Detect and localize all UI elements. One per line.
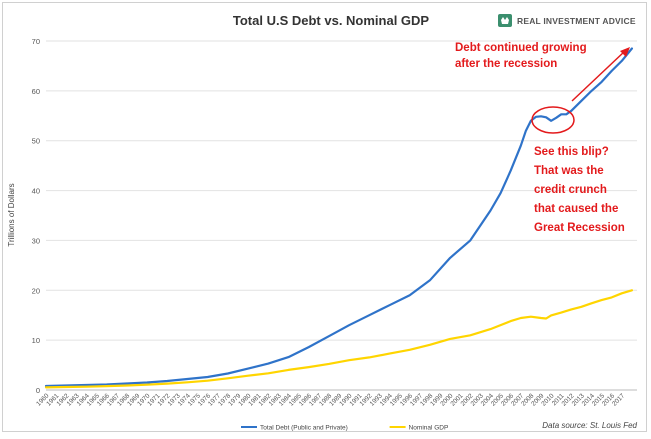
- y-tick-label: 0: [36, 386, 40, 395]
- y-tick-label: 10: [32, 336, 40, 345]
- chart: Total U.S Debt vs. Nominal GDP REAL INVE…: [7, 13, 638, 432]
- series-line-nominal-gdp: [44, 289, 634, 389]
- growth-arrow-head: [620, 47, 630, 57]
- y-axis-label: Trillions of Dollars: [7, 183, 16, 246]
- annotations: Debt continued growing after the recessi…: [455, 42, 630, 234]
- y-tick-label: 70: [32, 37, 40, 46]
- chart-frame: Total U.S Debt vs. Nominal GDP REAL INVE…: [2, 2, 647, 432]
- chart-title: Total U.S Debt vs. Nominal GDP: [233, 13, 430, 28]
- legend: Total Debt (Public and Private) Nominal G…: [241, 425, 448, 432]
- series-lines: [44, 47, 634, 389]
- blip-highlight-circle: [531, 106, 575, 134]
- y-tick-label: 50: [32, 137, 40, 146]
- annotation-top: Debt continued growing after the recessi…: [455, 42, 590, 70]
- series-line-total-debt: [44, 47, 634, 388]
- growth-arrow-line: [571, 50, 626, 102]
- annotation-side: See this blip? That was the credit crunc…: [534, 146, 625, 234]
- bull-bear-logo-icon: [498, 14, 512, 27]
- legend-label: Total Debt (Public and Private): [260, 425, 348, 432]
- data-source-note: Data source: St. Louis Fed: [542, 421, 637, 430]
- brand-logo: REAL INVESTMENT ADVICE: [498, 14, 636, 27]
- x-tick-label: 2017: [611, 392, 626, 407]
- y-tick-labels: 0 10 20 30 40 50 60 70: [32, 37, 40, 395]
- brand-name: REAL INVESTMENT ADVICE: [517, 16, 636, 26]
- legend-label: Nominal GDP: [409, 425, 449, 432]
- grid-lines: [46, 40, 637, 391]
- y-tick-label: 40: [32, 187, 40, 196]
- y-tick-label: 30: [32, 236, 40, 245]
- y-tick-label: 20: [32, 286, 40, 295]
- x-tick-labels: 1960196119621963196419651966196719681969…: [35, 392, 626, 407]
- y-tick-label: 60: [32, 87, 40, 96]
